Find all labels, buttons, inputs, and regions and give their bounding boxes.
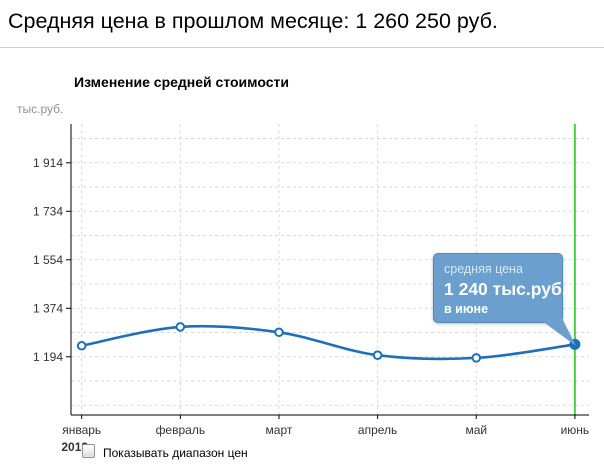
data-point-апрель[interactable] (372, 350, 383, 360)
tooltip-pointer (538, 318, 576, 346)
title-divider (0, 47, 604, 48)
x-axis-month-label: май (465, 423, 487, 437)
chart-title: Изменение средней стоимости (74, 74, 289, 90)
x-axis-month-label: март (266, 423, 293, 437)
average-price-line (81, 324, 576, 361)
tooltip: средняя цена 1 240 тыс.руб. в июне (433, 253, 576, 346)
x-axis-month-label: февраль (156, 423, 206, 437)
y-axis-tick-label: 1 374 (33, 301, 63, 315)
y-axis-tick-label: 1 734 (33, 204, 63, 218)
y-axis-tick-label: 1 554 (33, 253, 63, 267)
y-axis-tick-label: 1 194 (33, 350, 63, 364)
y-axis-unit-label: тыс.руб. (17, 102, 64, 116)
y-axis-tick-label: 1 914 (33, 156, 63, 170)
tooltip-label: средняя цена (444, 262, 523, 276)
show-price-range-checkbox[interactable] (82, 444, 95, 458)
data-point-январь[interactable] (76, 340, 87, 351)
x-axis-month-label: июнь (561, 423, 590, 437)
data-point-май[interactable] (471, 353, 482, 363)
gridlines (71, 124, 589, 415)
show-price-range-label[interactable]: Показывать диапазон цен (103, 446, 248, 460)
data-point-февраль[interactable] (175, 322, 186, 332)
data-point-март[interactable] (274, 327, 284, 338)
x-axis-month-label: апрель (358, 423, 397, 437)
tooltip-month: в июне (444, 302, 489, 316)
x-axis-year-label: 2013 (61, 440, 88, 454)
tooltip-value: 1 240 тыс.руб. (444, 279, 567, 299)
x-axis-month-label: январь (62, 423, 101, 437)
page-title: Средняя цена в прошлом месяце: 1 260 250… (8, 9, 498, 33)
